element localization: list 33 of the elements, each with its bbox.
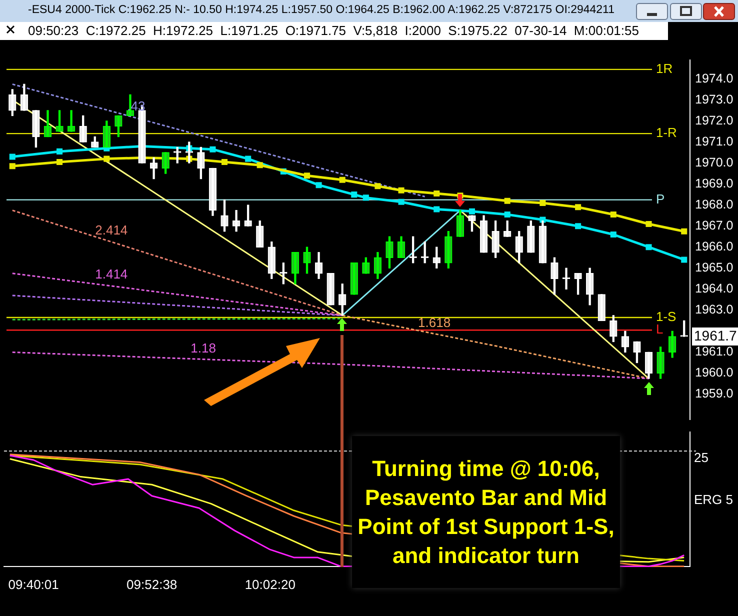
- series-label: 1.18: [190, 340, 216, 356]
- y-tick-label: 1968.0: [695, 198, 734, 212]
- y-tick-label: 1972.0: [695, 113, 734, 128]
- y-tick-label: 1970.0: [695, 155, 734, 170]
- y-tick-label: 1967.0: [695, 218, 734, 233]
- x-tick-label: 10:02:20: [244, 576, 296, 592]
- text: 25: [694, 450, 708, 465]
- y-tick-label: 1965.0: [695, 260, 734, 275]
- chart-title: -ESU4 2000-Tick C:1962.25 N:- 10.50 H:1974.25 L:1957.50 O:1964.25 B:1962.00 A:1962.25 V:872175 OI:2944211: [28, 4, 614, 16]
- y-tick-label: 1960.0: [695, 366, 734, 380]
- y-tick-label: 1971.0: [695, 134, 734, 148]
- y-tick-label: 1961.0: [695, 344, 734, 359]
- ref-line-label: 1R: [656, 61, 673, 76]
- y-tick-label: 1974.0: [695, 71, 734, 86]
- ref-line-label: 1-R: [656, 125, 677, 140]
- y-tick-label: 1969.0: [695, 176, 734, 190]
- series-label: 2.414: [95, 222, 128, 238]
- ref-line-label: P: [656, 191, 665, 206]
- x-tick-label: 09:52:38: [126, 576, 178, 592]
- y-tick-label: 1963.0: [695, 302, 734, 317]
- y-tick-label: 1959.0: [695, 386, 734, 401]
- y-tick-label: 1973.0: [695, 92, 734, 106]
- series-label: 1.414: [95, 266, 128, 282]
- text: ERG 5: [694, 492, 734, 507]
- text: 1961.7: [694, 327, 738, 344]
- y-tick-label: 1966.0: [695, 240, 734, 254]
- ref-line-label: L: [656, 322, 664, 337]
- x-tick-label: 09:40:01: [8, 576, 59, 592]
- ref-line-label: 1-S: [656, 309, 677, 324]
- chart-subtitle: 09:50:23 C:1972.25 H:1972.25 L:1971.25 O:1971.75 V:5,818 I:2000 S:1975.22 07-30-14 M:00:01:55: [28, 23, 639, 38]
- y-tick-label: 1964.0: [695, 282, 734, 296]
- annotation: Turning time @ 10:06, Pesavento Bar and Mid Point of 1st Support 1-S, and indicator turn: [356, 455, 616, 570]
- series-label: 1.618: [418, 314, 451, 330]
